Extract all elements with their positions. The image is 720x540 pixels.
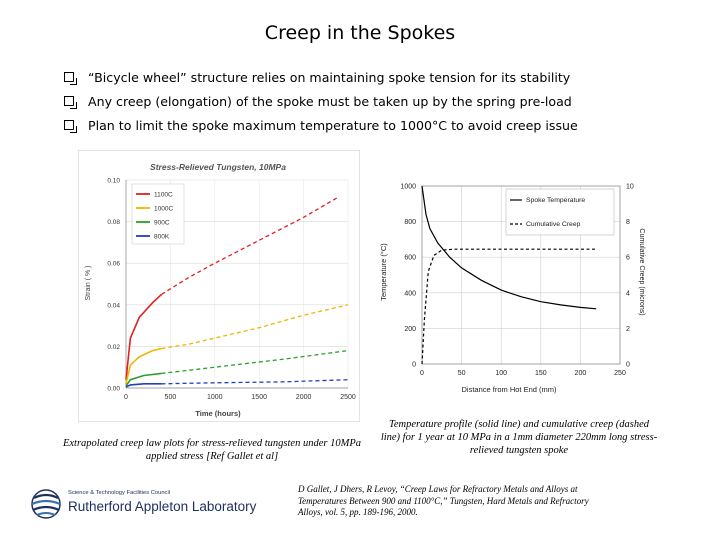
y-tick-label: 0.10	[107, 178, 120, 185]
series-dashed-line-1000c	[161, 304, 349, 350]
checkbox-bullet-icon	[64, 120, 77, 133]
series-dashed-line-900c	[161, 349, 349, 375]
slide-title: Creep in the Spokes	[264, 22, 456, 44]
x-tick-label: 500	[165, 394, 177, 401]
x-tick-label: 1000	[207, 394, 223, 401]
legend-entry: 900C	[154, 220, 170, 227]
y-tick-label: 800	[404, 219, 416, 226]
y-tick-label: 0.06	[107, 261, 120, 268]
bullet-text: “Bicycle wheel” structure relies on main…	[88, 70, 571, 85]
chart-title: Stress-Relieved Tungsten, 10MPa	[150, 162, 286, 172]
x-tick-label: 1500	[251, 394, 267, 401]
y-right-tick-label: 0	[626, 362, 630, 369]
series-dashed-line-800k	[161, 379, 349, 385]
x-tick-label: 2000	[296, 394, 312, 401]
x-tick-label: 2500	[340, 394, 356, 401]
bullet-list: “Bicycle wheel” structure relies on main…	[64, 70, 578, 142]
x-tick-label: 200	[575, 370, 587, 377]
x-tick-label: 250	[614, 370, 626, 377]
checkbox-bullet-icon	[64, 96, 77, 109]
stfc-logo: Science & Technology Facilities Council …	[28, 484, 288, 526]
series-dashed-line-1100c	[161, 196, 340, 295]
checkbox-bullet-icon	[64, 72, 77, 85]
y-tick-label: 0.02	[107, 344, 120, 351]
y-axis-label: Strain ( % )	[85, 265, 92, 300]
legend-entry: 1100C	[154, 192, 173, 199]
y-tick-label: 0.08	[107, 219, 120, 226]
y-right-tick-label: 6	[626, 255, 630, 262]
y-tick-label: 0.00	[107, 386, 120, 393]
left-chart-caption: Extrapolated creep law plots for stress-…	[62, 438, 362, 462]
y-tick-label: 200	[404, 326, 416, 333]
right-chart-caption: Temperature profile (solid line) and cum…	[380, 419, 658, 456]
stfc-globe-icon	[31, 489, 61, 519]
y-tick-label: 600	[404, 255, 416, 262]
x-tick-label: 50	[458, 370, 466, 377]
temperature-line	[421, 185, 597, 310]
bullet-text: Any creep (elongation) of the spoke must…	[88, 94, 572, 109]
x-tick-label: 150	[535, 370, 547, 377]
logo-council-text: Science & Technology Facilities Council	[68, 490, 171, 496]
x-tick-label: 100	[495, 370, 507, 377]
y-tick-label: 0	[412, 362, 416, 369]
y-right-tick-label: 4	[626, 290, 630, 297]
legend-entry: Cumulative Creep	[526, 221, 581, 228]
y-right-tick-label: 2	[626, 326, 630, 333]
series-line-800k	[125, 383, 162, 388]
series-line-900c	[125, 372, 162, 387]
x-tick-label: 0	[420, 370, 424, 377]
bullet-item: Plan to limit the spoke maximum temperat…	[64, 118, 578, 142]
chart-frame	[78, 150, 360, 422]
y-right-tick-label: 8	[626, 219, 630, 226]
logo-lab-text: Rutherford Appleton Laboratory	[68, 499, 257, 514]
plot-frame	[421, 185, 621, 365]
y-axis-label: Temperature (°C)	[379, 243, 388, 301]
legend-entry: 800K	[154, 234, 170, 241]
bullet-text: Plan to limit the spoke maximum temperat…	[88, 118, 578, 133]
series-line-1000c	[125, 347, 162, 384]
y-right-tick-label: 10	[626, 184, 634, 191]
legend-entry: Spoke Temperature	[526, 197, 585, 204]
x-axis-label: Distance from Hot End (mm)	[461, 385, 557, 394]
y-right-axis-label: Cumulative Creep (microns)	[638, 228, 645, 315]
y-tick-label: 0.04	[107, 302, 120, 309]
legend-entry: 1000C	[154, 206, 173, 213]
x-tick-label: 0	[124, 394, 128, 401]
temperature-creep-chart: 0 200 400 600 800 1000 0 2 4 6 8 10 0 50 100 150 200 25…	[372, 176, 646, 396]
reference-citation: D Gallet, J Dhers, R Levoy, “Creep Laws …	[298, 484, 589, 517]
x-axis-label: Time (hours)	[195, 409, 241, 418]
y-tick-label: 400	[404, 290, 416, 297]
legend-box	[505, 188, 615, 236]
cumulative-creep-line	[421, 248, 597, 365]
bullet-item: “Bicycle wheel” structure relies on main…	[64, 70, 578, 94]
bullet-item: Any creep (elongation) of the spoke must…	[64, 94, 578, 118]
series-line-1100c	[125, 293, 163, 380]
creep-strain-chart: Stress-Relieved Tungsten, 10MPa 0.00 0.02…	[78, 150, 360, 422]
y-tick-label: 1000	[400, 184, 416, 191]
